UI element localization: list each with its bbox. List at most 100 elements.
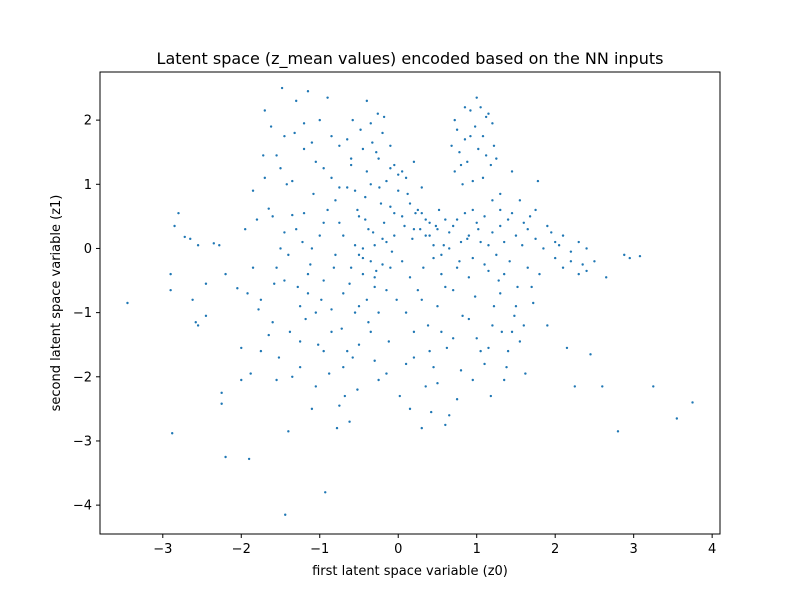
data-point [369, 122, 372, 125]
data-point [377, 157, 380, 160]
data-point [304, 317, 307, 321]
data-point [497, 279, 500, 282]
data-point [288, 330, 292, 334]
data-point [652, 385, 655, 388]
data-point [322, 279, 325, 282]
data-point [546, 224, 549, 228]
y-axis-ticks: −4 −3 −2 −1 0 1 2 [73, 114, 100, 514]
data-point [376, 112, 380, 115]
data-point [461, 183, 464, 186]
data-point [442, 244, 445, 247]
data-point [357, 215, 361, 218]
data-point [593, 260, 596, 263]
data-point [351, 118, 354, 122]
data-point [499, 192, 502, 196]
data-point [573, 385, 577, 388]
data-point [267, 207, 270, 210]
data-point [508, 260, 511, 263]
data-point [291, 375, 294, 378]
data-point [346, 138, 349, 141]
data-point [429, 410, 433, 414]
data-point [491, 122, 494, 125]
data-point [334, 199, 337, 202]
data-point [312, 192, 315, 196]
data-point [247, 457, 251, 461]
data-point [451, 224, 455, 228]
data-point [455, 218, 459, 221]
data-point [373, 244, 376, 247]
data-point [298, 365, 302, 369]
data-point [351, 356, 354, 359]
data-point [450, 144, 453, 147]
data-point [251, 189, 255, 192]
data-point [338, 404, 341, 407]
data-point [426, 324, 430, 327]
data-point [463, 211, 467, 215]
data-point [310, 141, 314, 144]
data-point [585, 247, 588, 250]
data-point [561, 234, 565, 237]
data-point [516, 285, 519, 289]
data-point [279, 167, 282, 170]
data-point [483, 362, 486, 366]
data-point [194, 321, 197, 324]
data-point [283, 231, 286, 234]
data-point [534, 208, 537, 212]
data-point [356, 208, 359, 212]
data-point [638, 254, 642, 258]
data-point [169, 288, 172, 292]
data-point [309, 263, 312, 266]
data-point [375, 151, 378, 154]
data-point [263, 109, 267, 112]
data-point [375, 269, 378, 273]
data-point [357, 343, 361, 346]
data-point [455, 128, 459, 131]
data-point [310, 247, 314, 250]
data-point [550, 231, 553, 234]
data-point [255, 218, 259, 221]
data-point [373, 285, 376, 289]
data-point [557, 244, 561, 247]
data-point [342, 292, 345, 295]
data-point [469, 109, 472, 112]
data-point [364, 218, 367, 221]
data-point [569, 260, 573, 263]
data-point [605, 276, 608, 279]
x-tick-label: −1 [310, 542, 329, 557]
data-point [236, 287, 239, 290]
data-point [526, 266, 529, 269]
data-point [428, 221, 431, 224]
data-point [381, 263, 384, 266]
data-point [481, 176, 485, 180]
data-point [393, 163, 396, 167]
data-point [373, 359, 376, 362]
data-point [327, 372, 331, 375]
data-point [271, 215, 274, 218]
data-point [342, 234, 345, 237]
data-point [416, 208, 420, 212]
data-point [408, 407, 412, 411]
data-point [326, 96, 329, 99]
data-point [335, 426, 339, 430]
data-point [385, 179, 388, 183]
data-point [491, 231, 494, 234]
data-point [379, 202, 383, 205]
data-point [285, 183, 288, 186]
data-point [506, 349, 510, 353]
data-point [448, 247, 451, 250]
data-point [353, 189, 357, 192]
data-point [448, 414, 451, 417]
data-point [428, 234, 431, 237]
data-point [477, 147, 480, 151]
data-point [212, 242, 215, 245]
data-point [224, 272, 227, 276]
data-point [436, 382, 439, 385]
data-point [432, 244, 435, 247]
data-point [398, 394, 401, 398]
data-point [357, 305, 361, 308]
data-point [389, 205, 392, 208]
data-point [369, 330, 372, 334]
data-point [318, 234, 321, 237]
data-point [542, 247, 545, 250]
data-point [340, 327, 343, 330]
